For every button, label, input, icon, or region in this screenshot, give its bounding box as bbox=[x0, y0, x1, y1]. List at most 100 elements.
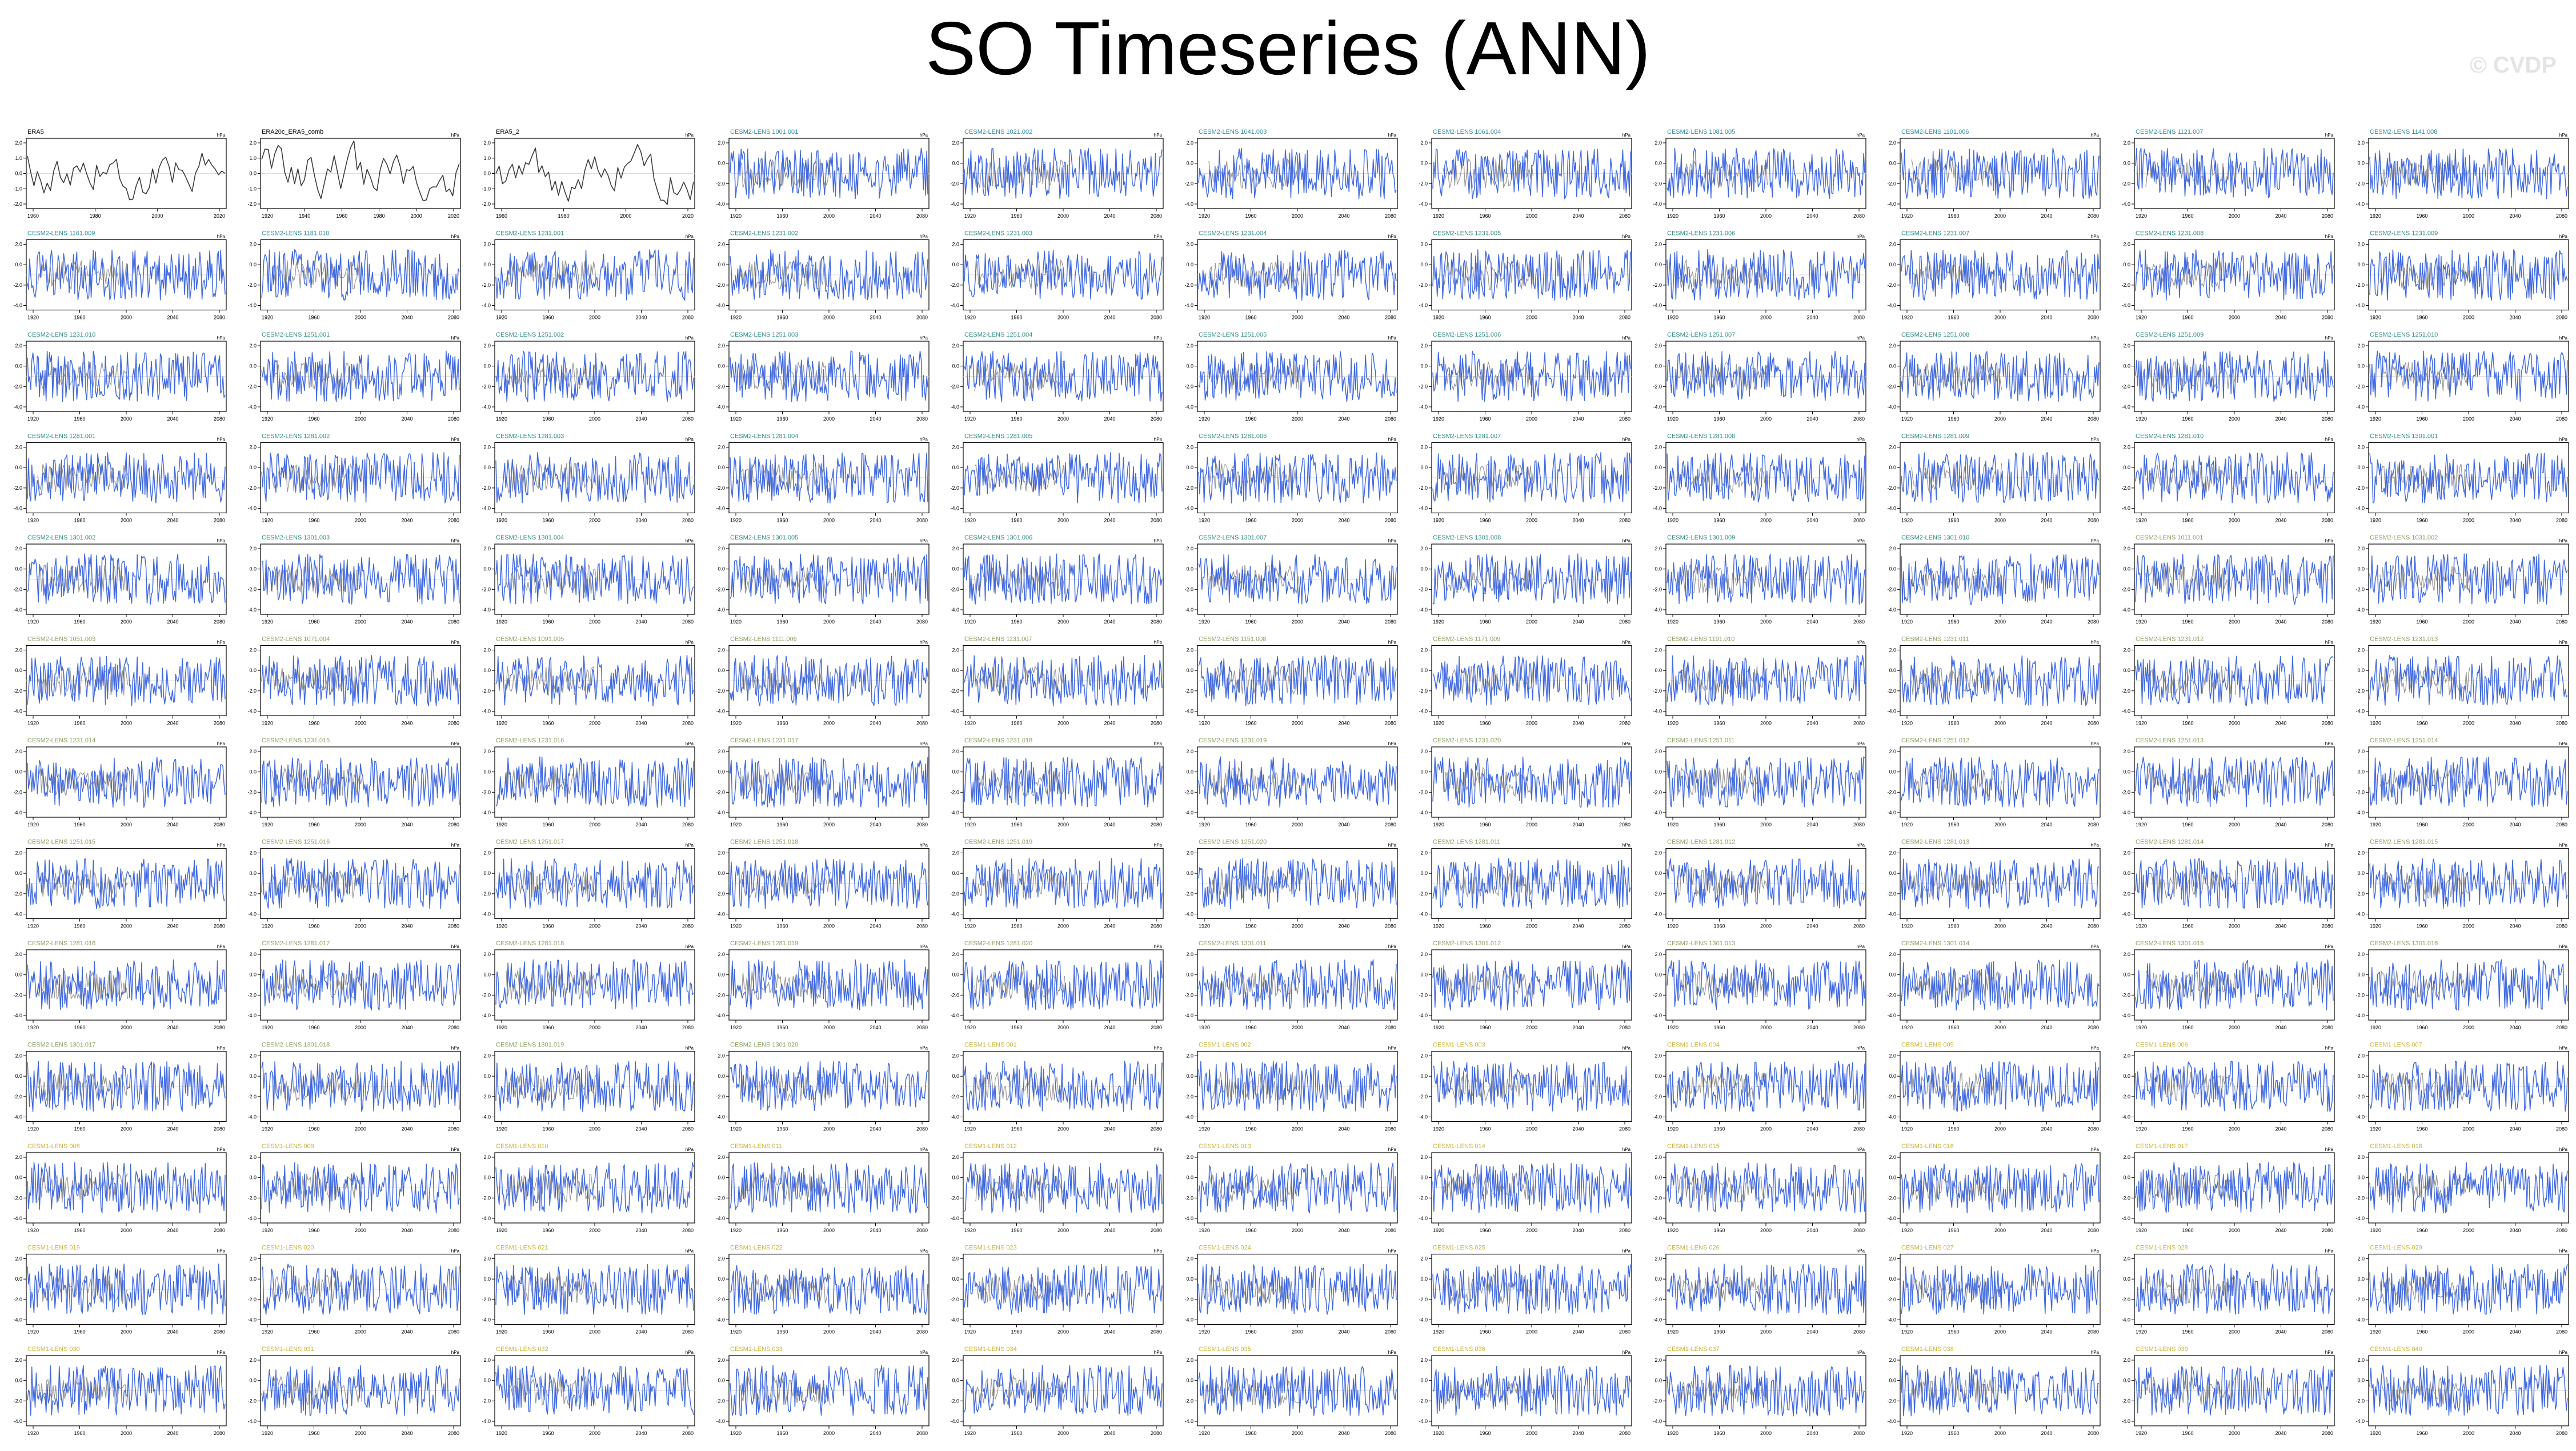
y-tick-label: -2.0 bbox=[1653, 181, 1662, 186]
x-tick-label: 2080 bbox=[1385, 721, 1396, 726]
y-tick-label: -4.0 bbox=[1184, 303, 1193, 309]
panel-units: hPa bbox=[1154, 538, 1163, 543]
panel: CESM2-LENS 1301.011 hPa2.00.0-2.0-4.01920… bbox=[1184, 940, 1398, 1030]
series-line bbox=[730, 959, 928, 1010]
y-tick-label: -4.0 bbox=[482, 303, 491, 309]
x-tick-label: 2080 bbox=[2088, 619, 2099, 625]
y-tick-label: 2.0 bbox=[1186, 1154, 1193, 1160]
panel-units: hPa bbox=[1857, 335, 1865, 341]
y-tick-label: -2.0 bbox=[1184, 282, 1193, 288]
panel-units: hPa bbox=[2091, 640, 2100, 645]
y-tick-label: 2.0 bbox=[249, 242, 257, 247]
x-tick-label: 1960 bbox=[542, 416, 554, 422]
y-tick-label: -4.0 bbox=[13, 1317, 22, 1323]
y-tick-label: 0.0 bbox=[1420, 1175, 1428, 1181]
x-tick-label: 1960 bbox=[1245, 1025, 1256, 1030]
obs-overlay-line bbox=[974, 463, 1065, 492]
x-tick-label: 1960 bbox=[1245, 1329, 1256, 1335]
y-tick-label: -2.0 bbox=[1419, 1195, 1428, 1201]
x-tick-label: 1960 bbox=[1011, 1329, 1022, 1335]
y-tick-label: 0.0 bbox=[483, 1378, 491, 1384]
panel-title: CESM2-LENS 1251.007 bbox=[1667, 331, 1735, 338]
panel-units: hPa bbox=[217, 741, 226, 746]
x-tick-label: 1960 bbox=[776, 1329, 788, 1335]
panel-title: CESM2-LENS 1231.018 bbox=[964, 737, 1032, 744]
x-tick-label: 1960 bbox=[1245, 822, 1256, 828]
panel-title: CESM2-LENS 1281.019 bbox=[730, 940, 798, 947]
series-line bbox=[1198, 452, 1397, 503]
y-tick-label: -2.0 bbox=[1184, 789, 1193, 795]
panel: CESM2-LENS 1251.018 hPa2.00.0-2.0-4.01920… bbox=[716, 839, 930, 929]
x-tick-label: 2080 bbox=[916, 213, 928, 219]
x-tick-label: 1960 bbox=[2416, 1025, 2427, 1030]
panel: CESM2-LENS 1301.018 hPa2.00.0-2.0-4.01920… bbox=[247, 1042, 461, 1132]
y-tick-label: -4.0 bbox=[1887, 201, 1896, 207]
y-tick-label: 2.0 bbox=[1420, 343, 1428, 349]
y-tick-label: -2.0 bbox=[1653, 282, 1662, 288]
y-tick-label: 2.0 bbox=[952, 343, 959, 349]
x-tick-label: 2000 bbox=[823, 924, 835, 929]
y-tick-label: 0.0 bbox=[2123, 1378, 2130, 1384]
x-tick-label: 2000 bbox=[121, 315, 132, 321]
series-line bbox=[1198, 655, 1397, 706]
x-tick-label: 2040 bbox=[1806, 1329, 1818, 1335]
y-tick-label: 0.0 bbox=[1654, 972, 1662, 978]
y-tick-label: -4.0 bbox=[1419, 1317, 1428, 1323]
y-tick-label: -4.0 bbox=[1419, 1418, 1428, 1424]
panel: CESM2-LENS 1281.016 hPa2.00.0-2.0-4.01920… bbox=[13, 940, 227, 1030]
x-tick-label: 1920 bbox=[1667, 619, 1678, 625]
panel-title: CESM2-LENS 1281.003 bbox=[496, 433, 564, 440]
panel-title: CESM2-LENS 1251.005 bbox=[1199, 331, 1267, 338]
x-tick-label: 2080 bbox=[2322, 1025, 2333, 1030]
y-tick-label: -4.0 bbox=[482, 1013, 491, 1018]
y-tick-label: -2.0 bbox=[716, 891, 725, 897]
x-tick-label: 2000 bbox=[1057, 721, 1069, 726]
x-tick-label: 2040 bbox=[1806, 1430, 1818, 1436]
x-tick-label: 2040 bbox=[2509, 315, 2521, 321]
panel-units: hPa bbox=[1154, 1350, 1163, 1355]
x-tick-label: 1960 bbox=[2182, 1430, 2193, 1436]
y-tick-label: -4.0 bbox=[482, 912, 491, 917]
panel-title: CESM1-LENS 003 bbox=[1433, 1042, 1485, 1049]
y-tick-label: 0.0 bbox=[952, 262, 959, 267]
y-tick-label: -2.0 bbox=[1184, 1297, 1193, 1302]
panel-units: hPa bbox=[1857, 538, 1865, 543]
y-tick-label: 2.0 bbox=[1420, 749, 1428, 754]
panel-units: hPa bbox=[1388, 1350, 1397, 1355]
x-tick-label: 1920 bbox=[2370, 213, 2381, 219]
x-tick-label: 2000 bbox=[1057, 315, 1069, 321]
y-tick-label: 0.0 bbox=[1186, 1073, 1193, 1079]
panel: ERA20c_ERA5_comb hPa2.01.00.0-1.0-2.01920… bbox=[247, 129, 461, 219]
y-tick-label: -2.0 bbox=[2355, 789, 2365, 795]
panel-title: CESM2-LENS 1231.020 bbox=[1433, 737, 1501, 744]
x-tick-label: 1920 bbox=[1667, 315, 1678, 321]
x-tick-label: 2040 bbox=[1806, 1228, 1818, 1233]
x-tick-label: 2080 bbox=[2088, 1228, 2099, 1233]
x-tick-label: 2000 bbox=[1760, 1430, 1772, 1436]
series-line bbox=[1198, 1061, 1397, 1112]
panel: CESM2-LENS 1231.018 hPa2.00.0-2.0-4.01920… bbox=[950, 737, 1164, 828]
x-tick-label: 1920 bbox=[1433, 924, 1444, 929]
y-tick-label: -2.0 bbox=[247, 1398, 257, 1404]
panel-units: hPa bbox=[1154, 741, 1163, 746]
y-tick-label: 2.0 bbox=[15, 1053, 22, 1059]
panel-units: hPa bbox=[217, 944, 226, 949]
x-tick-label: 1920 bbox=[2136, 1126, 2147, 1132]
y-tick-label: 0.0 bbox=[952, 972, 959, 978]
x-tick-label: 1960 bbox=[1011, 822, 1022, 828]
series-line bbox=[1666, 351, 1865, 401]
y-tick-label: -2.0 bbox=[2121, 383, 2130, 389]
x-tick-label: 1960 bbox=[542, 1329, 554, 1335]
x-tick-label: 2000 bbox=[2229, 1329, 2240, 1335]
x-tick-label: 2040 bbox=[1104, 1430, 1115, 1436]
x-tick-label: 1920 bbox=[262, 1228, 273, 1233]
x-tick-label: 2000 bbox=[1994, 1228, 2006, 1233]
x-tick-label: 2080 bbox=[1853, 721, 1865, 726]
x-tick-label: 2080 bbox=[682, 1228, 694, 1233]
y-tick-label: -2.0 bbox=[1184, 586, 1193, 592]
x-tick-label: 1920 bbox=[1199, 924, 1210, 929]
x-tick-label: 1980 bbox=[374, 213, 385, 219]
panel-units: hPa bbox=[920, 1249, 928, 1254]
y-tick-label: 0.0 bbox=[15, 972, 22, 978]
series-line bbox=[964, 250, 1163, 300]
